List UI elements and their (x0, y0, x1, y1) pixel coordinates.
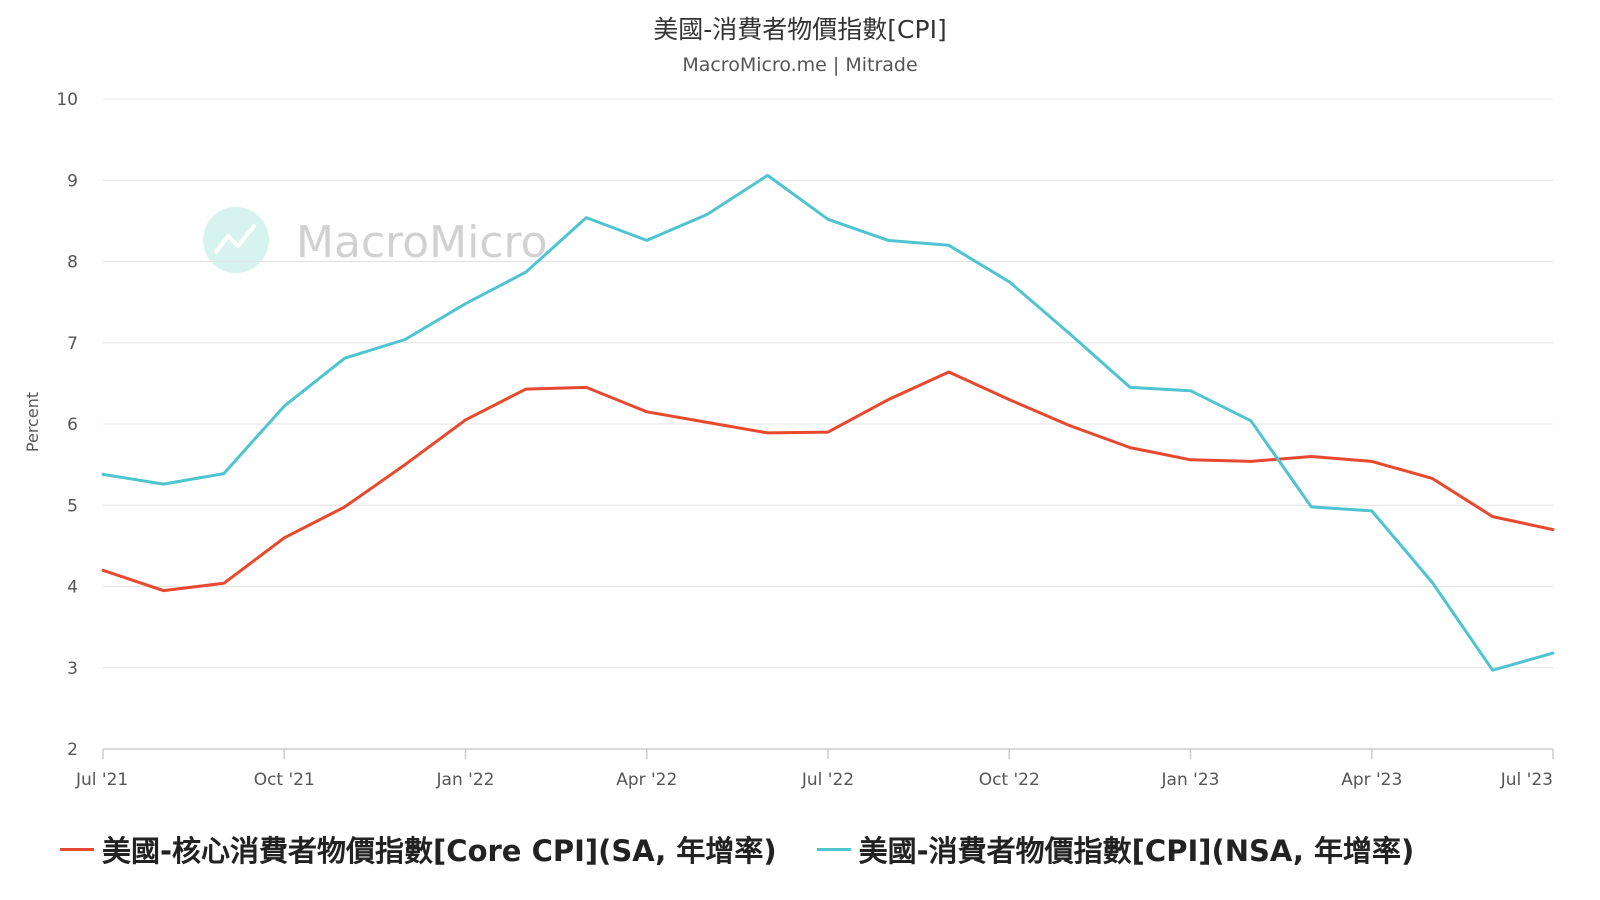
x-tick-label: Oct '21 (254, 770, 315, 790)
watermark-text: MacroMicro (296, 217, 548, 268)
y-tick-label: 2 (67, 740, 78, 760)
x-tick-label: Jan '23 (1161, 770, 1220, 790)
macromicro-watermark: MacroMicro (203, 207, 548, 273)
y-tick-label: 8 (67, 253, 78, 273)
watermark-trend-icon (214, 224, 256, 254)
x-tick-label: Oct '22 (979, 770, 1040, 790)
legend-swatch-core-cpi (60, 847, 94, 851)
legend-swatch-cpi (816, 847, 851, 851)
legend-item-cpi[interactable]: 美國-消費者物價指數[CPI](NSA, 年增率) (816, 828, 1415, 870)
y-tick-label: 9 (67, 171, 78, 191)
legend-label-cpi: 美國-消費者物價指數[CPI](NSA, 年增率) (858, 834, 1415, 868)
x-tick-label: Apr '22 (616, 770, 677, 790)
series-line-core-cpi (101, 370, 1555, 593)
y-tick-label: 6 (67, 415, 78, 435)
series-lines (101, 173, 1555, 672)
chart-title: 美國-消費者物價指數[CPI] (653, 15, 947, 44)
y-axis-ticks: 2 3 4 5 6 7 8 9 10 (56, 90, 78, 760)
x-tick-label: Jul '23 (1500, 770, 1553, 790)
y-tick-label: 7 (67, 334, 78, 354)
legend-item-core-cpi[interactable]: 美國-核心消費者物價指數[Core CPI](SA, 年增率) (60, 828, 777, 870)
y-tick-label: 10 (56, 90, 78, 110)
chart-subtitle: MacroMicro.me | Mitrade (682, 54, 918, 76)
x-axis: Jul '21 Oct '21 Jan '22 Apr '22 Jul '22 Oct '… (75, 748, 1554, 790)
x-tick-label: Jul '22 (801, 770, 854, 790)
legend: 美國-核心消費者物價指數[Core CPI](SA, 年增率) 美國-消費者物價… (60, 828, 1580, 870)
grid-lines (103, 98, 1553, 669)
y-tick-label: 3 (67, 659, 78, 679)
legend-label-core-cpi: 美國-核心消費者物價指數[Core CPI](SA, 年增率) (102, 834, 777, 868)
watermark-logo-icon (203, 207, 269, 273)
series-line-cpi (101, 173, 1555, 672)
x-tick-label: Jan '22 (436, 770, 495, 790)
x-tick-label: Apr '23 (1341, 770, 1402, 790)
x-tick-label: Jul '21 (75, 770, 128, 790)
y-axis-label: Percent (23, 392, 42, 452)
line-chart: MacroMicro 2 3 4 5 6 7 8 9 10 Jul '21 Oct '21 Jan … (23, 90, 1555, 790)
y-tick-label: 4 (67, 578, 78, 598)
y-tick-label: 5 (67, 496, 78, 516)
